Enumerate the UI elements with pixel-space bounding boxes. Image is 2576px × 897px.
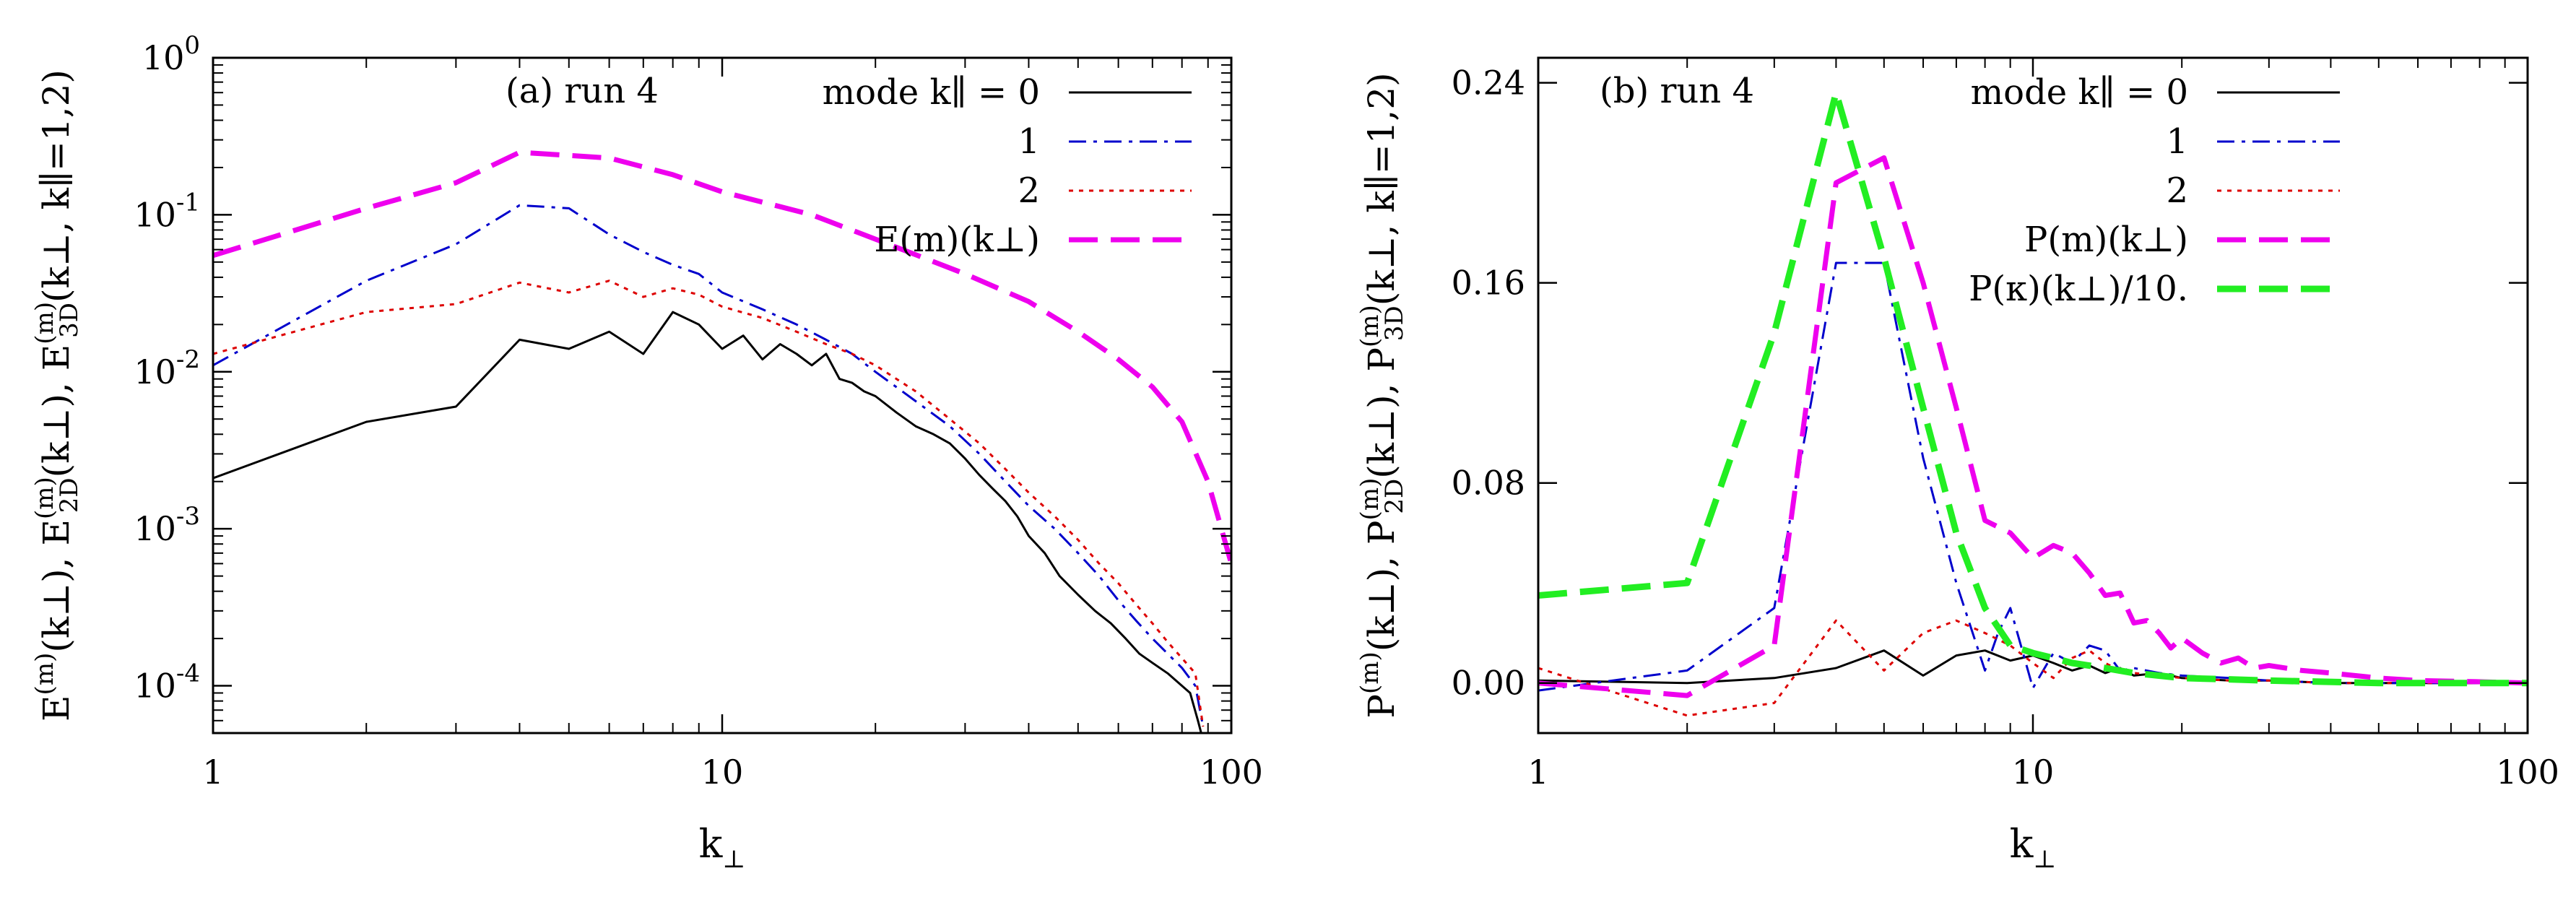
y-tick-label-b: 0.16 (1452, 264, 1525, 303)
series-line-a-0 (213, 311, 1202, 733)
y-tick-label-a: 10-1 (134, 188, 200, 234)
panel-annotation-a: (a) run 4 (506, 71, 659, 111)
series-line-b-2 (1538, 619, 2528, 717)
x-tick-label-b: 1 (1527, 753, 1548, 792)
x-tick-label-a: 1 (202, 753, 223, 792)
y-tick-label-b: 0.24 (1452, 64, 1525, 103)
y-tick-label-b: 0.00 (1452, 664, 1525, 703)
legend-label-a-0: mode k∥ = 0 (823, 72, 1040, 113)
x-tick-label-b: 10 (2012, 753, 2055, 792)
x-axis-label-a: k⊥ (699, 821, 746, 874)
y-tick-label-a: 10-3 (134, 502, 200, 548)
series-line-b-4 (1538, 90, 2528, 687)
legend-label-b-0: mode k∥ = 0 (1971, 72, 2188, 113)
panel-annotation-b: (b) run 4 (1600, 71, 1754, 111)
series-line-b-3 (1538, 155, 2528, 698)
series-line-a-2 (213, 280, 1205, 727)
legend-label-b-2: 2 (2166, 170, 2188, 211)
panel-b: 1 10 100 0.00 0.08 0.16 0.24 k⊥ P(m)(k⊥), P(m)2D… (1356, 56, 2559, 874)
series-line-b-1 (1538, 261, 2528, 692)
legend-label-a-3: E(m)(k⊥) (874, 220, 1040, 260)
legend-label-b-4: P(κ)(k⊥)/10. (1969, 269, 2188, 309)
series-line-a-3 (213, 150, 1231, 565)
plot-frame-b (1537, 56, 2529, 734)
y-axis-label-b: P(m)(k⊥), P(m)2D(k⊥), P(m)3D(k⊥, k∥=1,2) (1356, 72, 1409, 718)
y-tick-label-a: 100 (142, 31, 200, 77)
y-axis-label-a: E(m)(k⊥), E(m)2D(k⊥), E(m)3D(k⊥, k∥=1,2) (30, 69, 84, 722)
x-tick-label-a: 100 (1200, 753, 1263, 792)
series-line-a-1 (213, 204, 1205, 727)
x-axis-label-b: k⊥ (2010, 821, 2057, 874)
legend-label-a-2: 2 (1018, 170, 1040, 211)
legend-label-a-1: 1 (1018, 121, 1040, 162)
x-tick-label-b: 100 (2496, 753, 2559, 792)
legend-label-b-1: 1 (2166, 121, 2188, 162)
plot-frame-a (212, 56, 1233, 734)
y-tick-label-b: 0.08 (1452, 464, 1525, 503)
y-tick-label-a: 10-2 (134, 345, 200, 391)
y-tick-label-a: 10-4 (134, 659, 200, 706)
legend-label-b-3: P(m)(k⊥) (2024, 220, 2188, 260)
panel-a: 1 10 100 10-4 10-3 10-2 10-1 100 k⊥ E(m)(k⊥), E(m… (30, 31, 1263, 874)
x-tick-label-a: 10 (701, 753, 744, 792)
